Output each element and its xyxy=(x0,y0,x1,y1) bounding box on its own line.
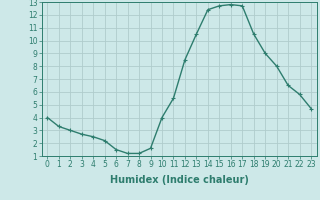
X-axis label: Humidex (Indice chaleur): Humidex (Indice chaleur) xyxy=(110,175,249,185)
